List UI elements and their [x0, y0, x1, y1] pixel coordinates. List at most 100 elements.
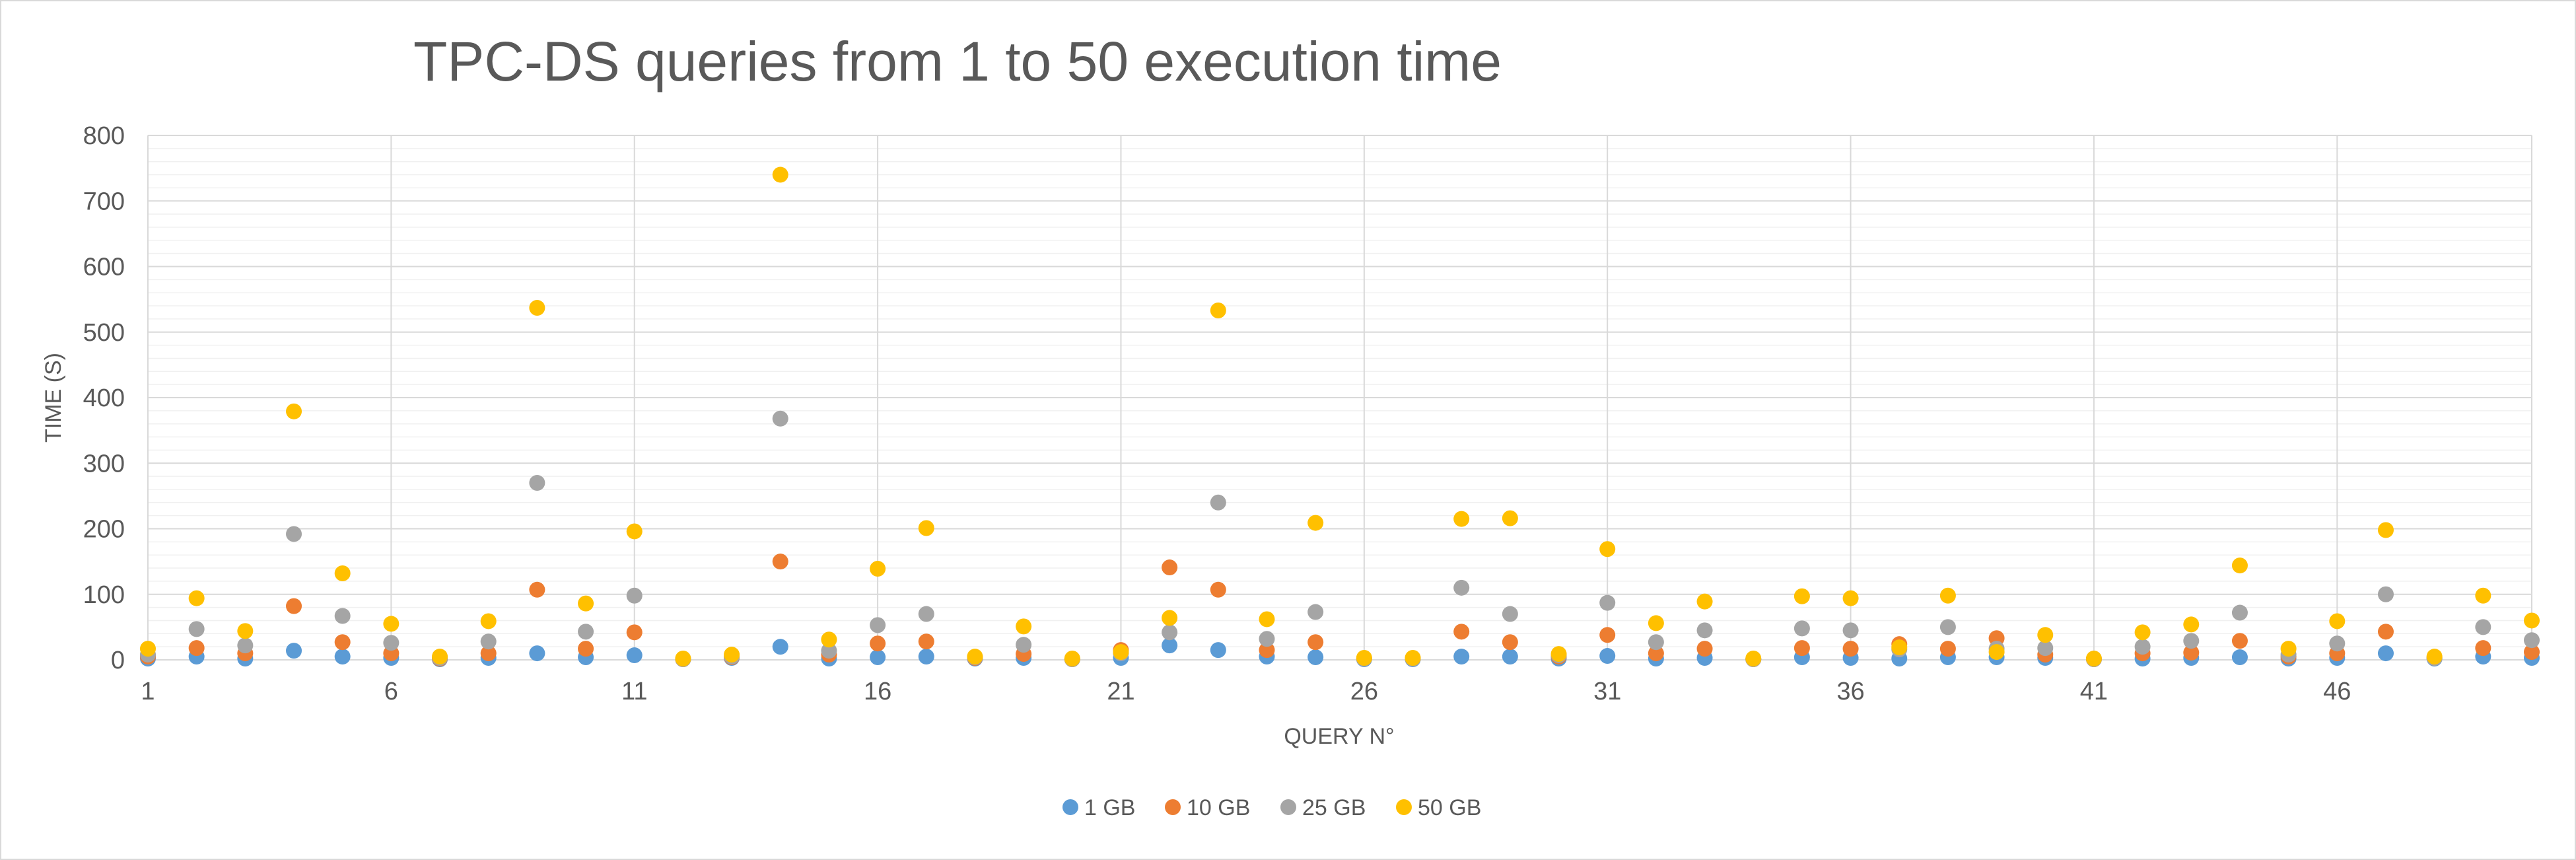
data-point — [1502, 649, 1518, 665]
x-tick-label: 21 — [1107, 678, 1134, 705]
data-point — [626, 587, 643, 604]
data-point — [918, 649, 934, 665]
y-tick-label: 800 — [83, 122, 125, 150]
data-point — [626, 523, 643, 540]
data-point — [2183, 645, 2200, 661]
data-point — [2426, 649, 2443, 665]
data-point — [1939, 641, 1956, 657]
y-axis-title: TIME (S) — [41, 353, 66, 443]
data-point — [1259, 631, 1275, 647]
legend-label: 1 GB — [1084, 795, 1135, 820]
data-point — [2280, 641, 2297, 657]
data-point — [870, 635, 886, 652]
data-point — [1648, 615, 1664, 631]
x-tick-label: 36 — [1836, 678, 1864, 705]
data-point — [2231, 649, 2248, 666]
data-point — [1162, 637, 1178, 654]
data-point — [2231, 604, 2248, 621]
data-point — [1259, 642, 1275, 659]
legend-label: 50 GB — [1418, 795, 1481, 820]
data-point — [334, 634, 351, 651]
data-point — [870, 561, 886, 577]
y-tick-label: 600 — [83, 254, 125, 281]
data-point — [334, 649, 351, 665]
data-point — [529, 645, 545, 662]
data-point — [2329, 635, 2346, 652]
legend-marker — [1280, 799, 1296, 815]
data-point — [529, 581, 545, 598]
y-tick-label: 400 — [83, 384, 125, 412]
data-point — [286, 403, 302, 419]
x-tick-label: 31 — [1593, 678, 1621, 705]
y-tick-label: 500 — [83, 319, 125, 347]
legend-item: 10 GB — [1165, 795, 1250, 820]
y-tick-label: 100 — [83, 581, 125, 609]
series-1-gb — [140, 637, 2540, 668]
data-point — [2183, 616, 2200, 633]
data-point — [1891, 639, 1908, 656]
legend-marker — [1062, 799, 1078, 815]
data-point — [334, 565, 351, 581]
y-tick-label: 200 — [83, 516, 125, 544]
data-point — [1162, 624, 1178, 641]
data-point — [1453, 649, 1470, 665]
data-point — [1210, 302, 1226, 318]
data-point — [237, 637, 254, 654]
data-point — [1453, 624, 1470, 640]
data-point — [918, 520, 934, 536]
x-tick-label: 46 — [2323, 678, 2351, 705]
data-point — [237, 623, 254, 639]
data-point — [1210, 642, 1226, 659]
data-point — [1842, 641, 1859, 657]
data-point — [2475, 619, 2491, 635]
data-point — [529, 300, 545, 316]
series-25-gb — [140, 410, 2540, 668]
series-10-gb — [140, 554, 2540, 668]
data-point — [1793, 640, 1810, 657]
data-point — [1307, 604, 1324, 620]
data-point — [188, 640, 205, 657]
data-point — [2085, 651, 2102, 667]
data-point — [286, 526, 302, 542]
data-point — [1745, 651, 1762, 667]
data-point — [334, 608, 351, 624]
data-point — [1842, 622, 1859, 639]
data-point — [2231, 557, 2248, 574]
legend-item: 1 GB — [1062, 795, 1135, 820]
data-point — [772, 410, 788, 427]
data-point — [188, 621, 205, 637]
data-point — [2524, 644, 2540, 661]
data-point — [1502, 510, 1518, 526]
data-point — [2037, 640, 2054, 657]
data-point — [1259, 611, 1275, 627]
series-50-gb — [140, 166, 2540, 667]
data-point — [2377, 624, 2394, 640]
data-point — [918, 606, 934, 622]
data-point — [1405, 650, 1421, 666]
data-point — [675, 651, 691, 667]
data-point — [1064, 651, 1080, 667]
x-tick-label: 16 — [864, 678, 891, 705]
data-point — [821, 631, 837, 648]
data-point — [1599, 541, 1616, 557]
data-point — [2134, 624, 2151, 641]
data-point — [1696, 593, 1713, 610]
data-point — [1599, 627, 1616, 643]
data-point — [1016, 637, 1032, 653]
data-points — [140, 166, 2540, 668]
data-point — [2475, 640, 2491, 657]
data-point — [1113, 644, 1129, 661]
data-point — [1502, 606, 1518, 622]
data-point — [1648, 634, 1664, 651]
data-point — [1939, 619, 1956, 635]
data-point — [578, 595, 594, 612]
data-point — [1356, 650, 1372, 666]
data-point — [772, 166, 788, 183]
data-point — [870, 617, 886, 633]
chart-title: TPC-DS queries from 1 to 50 execution ti… — [413, 30, 1502, 92]
data-point — [1939, 587, 1956, 604]
data-point — [1453, 579, 1470, 596]
data-point — [480, 633, 497, 650]
data-point — [2183, 633, 2200, 649]
